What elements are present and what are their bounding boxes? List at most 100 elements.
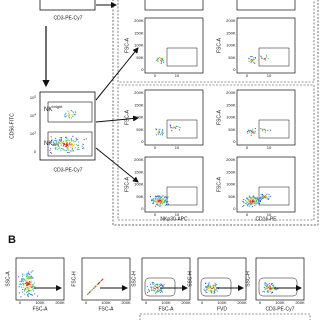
- y-tick-label: 150K: [134, 30, 144, 35]
- event-dot: [161, 60, 163, 62]
- event-dot: [159, 195, 161, 197]
- event-dot: [248, 197, 250, 199]
- gate-name: NK: [44, 107, 52, 113]
- x-label: CD3-PE-Cy7: [54, 15, 83, 21]
- event-dot: [203, 288, 205, 290]
- event-dot: [150, 283, 152, 285]
- event-dot: [62, 142, 64, 144]
- event-dot: [148, 290, 150, 292]
- event-dot: [28, 276, 30, 278]
- x-tick-label: 200K: [237, 300, 247, 305]
- event-dot: [160, 196, 162, 199]
- event-dot: [28, 275, 30, 277]
- event-dot: [162, 203, 164, 205]
- gate: [47, 101, 93, 123]
- event-dot: [259, 203, 261, 205]
- y-tick-label: 200K: [134, 157, 144, 162]
- gate: [258, 119, 290, 139]
- event-dot: [70, 143, 73, 145]
- event-dot: [77, 138, 79, 140]
- event-dot: [265, 58, 267, 60]
- event-dot: [250, 131, 252, 133]
- event-dot: [159, 205, 161, 207]
- event-dot: [253, 202, 255, 205]
- event-dot: [24, 293, 26, 295]
- event-dot: [26, 284, 28, 286]
- event-dot: [177, 126, 179, 128]
- event-dot: [97, 283, 99, 285]
- event-dot: [156, 202, 158, 204]
- event-dot: [258, 201, 260, 203]
- event-dot: [247, 130, 249, 133]
- event-dot: [51, 141, 53, 143]
- event-dot: [91, 289, 93, 291]
- event-dot: [161, 196, 163, 198]
- gate-name: NK: [44, 141, 52, 147]
- event-dot: [253, 205, 256, 207]
- event-dot: [25, 275, 28, 277]
- event-dot: [158, 202, 160, 204]
- event-dot: [155, 199, 157, 201]
- event-dot: [154, 201, 156, 203]
- event-dot: [32, 286, 34, 288]
- event-dot: [251, 204, 253, 206]
- event-dot: [32, 277, 34, 279]
- event-dot: [62, 140, 64, 142]
- event-dot: [26, 282, 28, 284]
- event-dot: [261, 128, 263, 130]
- event-dot: [27, 273, 29, 275]
- y-tick-label: 0: [141, 139, 144, 144]
- event-dot: [269, 286, 271, 288]
- event-dot: [264, 285, 266, 287]
- y-tick-label: 0: [233, 139, 236, 144]
- event-dot: [160, 288, 162, 290]
- event-dot: [69, 143, 71, 145]
- plot-frame: [15, 257, 65, 301]
- plot-frame: [39, 0, 96, 11]
- plot-frame: [144, 89, 204, 146]
- event-dot: [95, 285, 97, 287]
- y-tick-label: 200K: [134, 90, 144, 95]
- event-dot: [18, 276, 20, 278]
- gate-label: NKbright: [44, 104, 63, 113]
- y-tick-label: 200K: [226, 90, 236, 95]
- event-dot: [24, 288, 26, 290]
- event-dot: [214, 289, 216, 291]
- event-dot: [71, 140, 73, 142]
- event-dot: [246, 205, 248, 207]
- event-dot: [261, 197, 263, 199]
- event-dot: [257, 198, 259, 200]
- event-dot: [157, 286, 159, 288]
- event-dot: [259, 199, 261, 202]
- event-dot: [71, 113, 73, 115]
- event-dot: [157, 289, 159, 291]
- tick-exp: 3: [34, 130, 36, 134]
- event-dot: [244, 200, 246, 202]
- event-dot: [154, 285, 156, 287]
- event-dot: [272, 285, 274, 287]
- event-dot: [152, 203, 154, 205]
- event-dot: [256, 196, 258, 198]
- event-dot: [265, 283, 267, 285]
- event-dot: [101, 279, 103, 281]
- y-tick-label: 200K: [226, 157, 236, 162]
- event-dot: [249, 196, 251, 198]
- event-dot: [152, 286, 155, 288]
- event-dot: [246, 203, 248, 205]
- y-label: FSC-A: [216, 176, 222, 192]
- event-dot: [148, 289, 150, 291]
- event-dot: [247, 204, 249, 206]
- event-dot: [50, 152, 53, 154]
- y-tick-label: 50K: [228, 55, 235, 60]
- event-dot: [156, 58, 158, 60]
- event-dot: [31, 277, 33, 279]
- event-dot: [213, 289, 216, 291]
- event-dot: [157, 201, 159, 203]
- event-dot: [61, 137, 63, 139]
- x-tick-label: 200K: [181, 300, 191, 305]
- event-dot: [270, 129, 272, 131]
- event-dot: [253, 201, 255, 203]
- event-dot: [160, 60, 162, 62]
- event-dot: [264, 197, 267, 199]
- gate: [258, 186, 290, 206]
